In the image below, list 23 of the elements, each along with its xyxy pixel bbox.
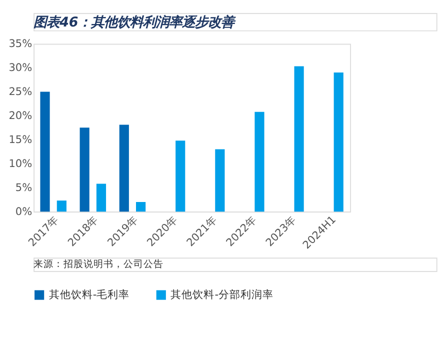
y-tick-label: 10% [8,158,32,170]
y-tick-label: 30% [8,62,32,74]
bar [215,149,225,212]
bar [136,202,146,212]
bar [80,128,90,212]
bar [294,66,304,212]
bar [176,140,186,212]
y-tick-label: 20% [8,110,32,122]
legend-label: 其他饮料-毛利率 [48,288,130,301]
source-note: 来源：招股说明书，公司公告 [34,258,164,270]
chart-title: 图表46：其他饮料利润率逐步改善 [34,14,236,30]
bar [119,124,129,212]
legend-label: 其他饮料-分部利润率 [170,288,274,301]
bar [56,200,66,212]
y-tick-label: 15% [8,134,32,146]
y-tick-label: 25% [8,86,32,98]
y-tick-label: 5% [15,182,32,194]
bar [96,184,106,212]
y-tick-label: 35% [8,38,32,50]
bar [254,112,264,212]
bar [334,72,344,212]
y-tick-label: 0% [15,206,32,218]
bar [40,92,50,212]
